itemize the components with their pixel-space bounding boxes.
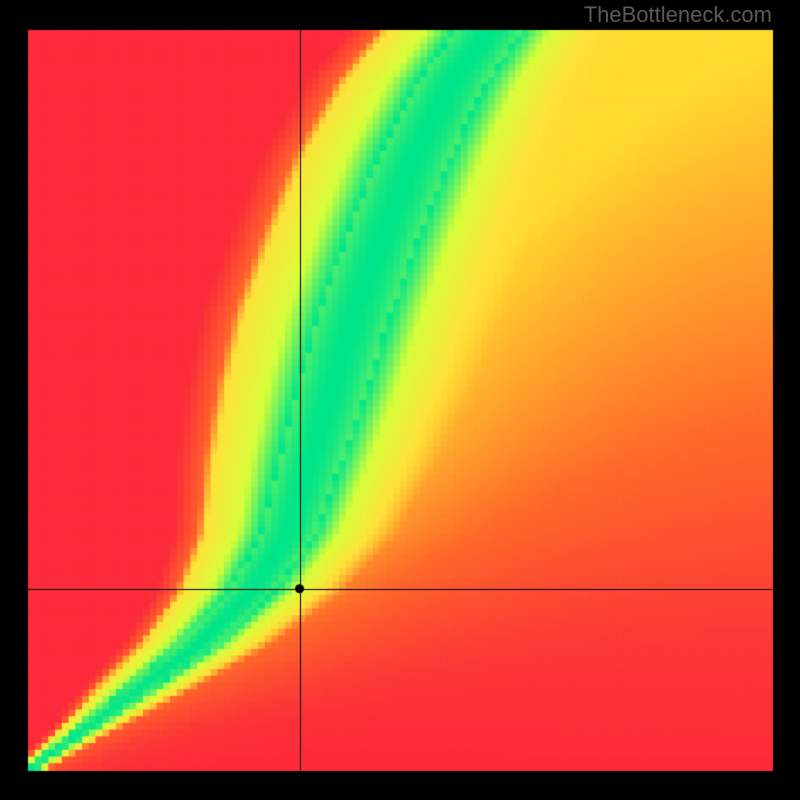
watermark-text: TheBottleneck.com <box>584 2 772 28</box>
bottleneck-heatmap <box>0 0 800 800</box>
